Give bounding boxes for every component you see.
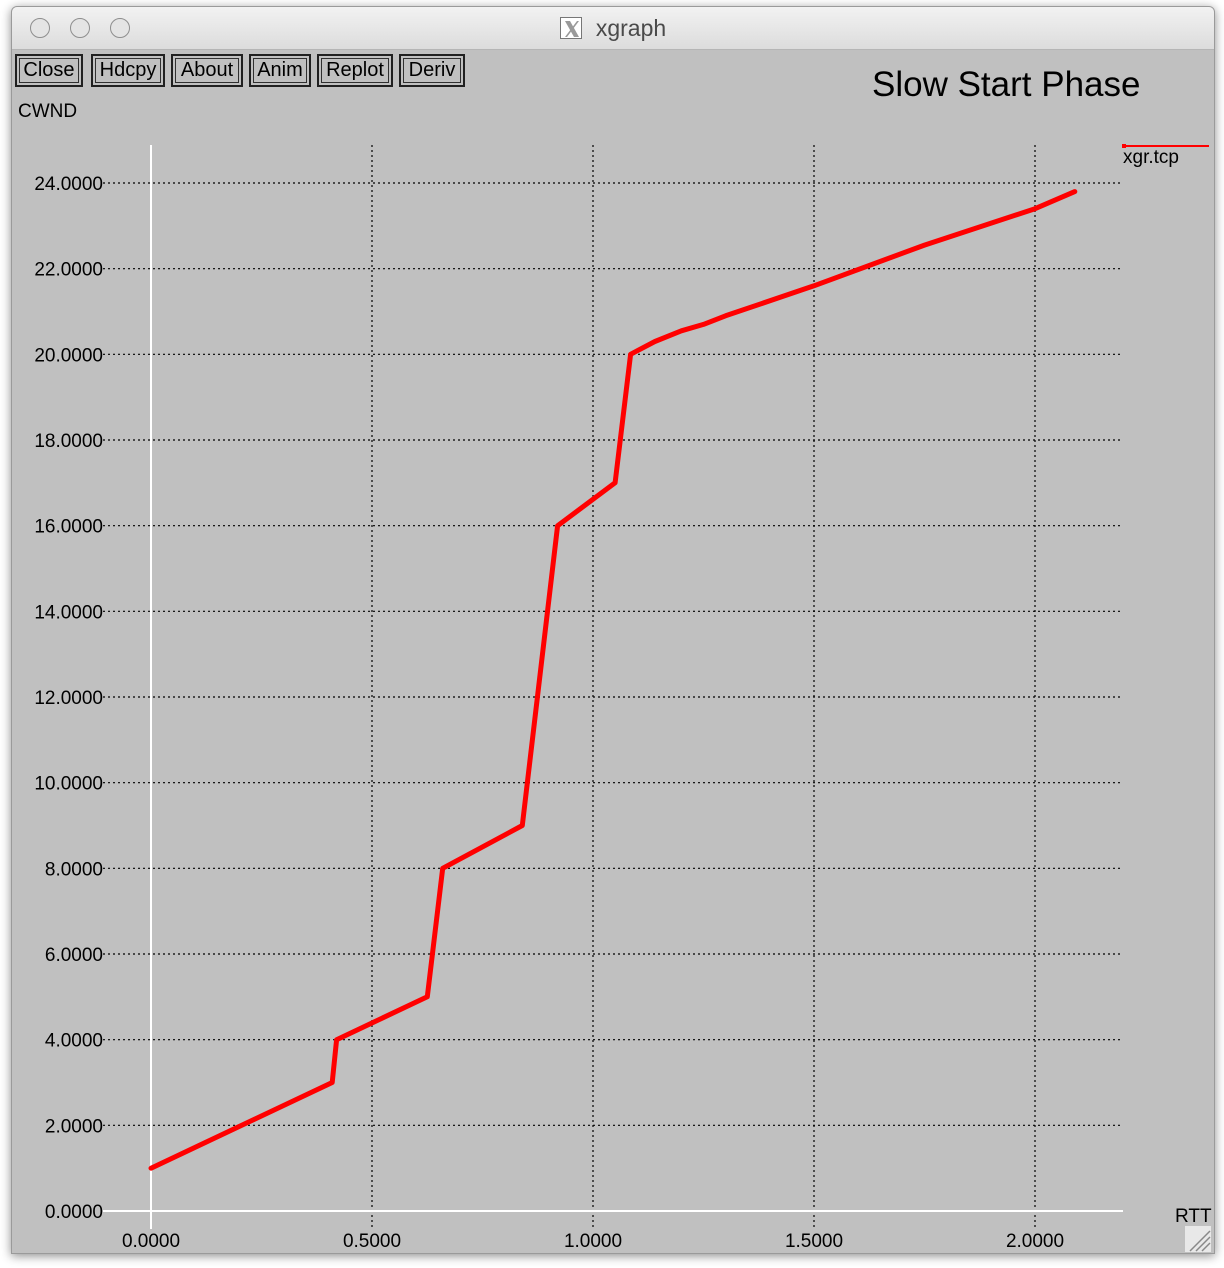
y-tick-label: 22.0000 [34, 260, 103, 281]
xgraph-window: xgraph Close Hdcpy About Anim Replot Der… [11, 6, 1215, 1254]
x-tick-label: 0.5000 [343, 1231, 401, 1252]
x-tick-label: 0.0000 [122, 1231, 180, 1252]
x-tick-label: 1.5000 [785, 1231, 843, 1252]
y-tick-label: 8.0000 [45, 859, 103, 880]
y-axis-label: CWND [18, 101, 78, 122]
hdcpy-button[interactable]: Hdcpy [91, 54, 165, 87]
title-bar: xgraph [12, 7, 1214, 50]
anim-button[interactable]: Anim [249, 54, 311, 87]
zoom-window-icon[interactable] [110, 18, 130, 38]
y-tick-label: 20.0000 [34, 345, 103, 366]
resize-grip-icon[interactable] [1185, 1226, 1211, 1252]
y-tick-label: 24.0000 [34, 174, 103, 195]
plot-area: 0.0000 2.0000 4.0000 6.0000 8.0000 10.0000 12.… [34, 144, 1209, 1252]
chart-title: Slow Start Phase [872, 65, 1141, 104]
y-tick-label: 14.0000 [34, 602, 103, 623]
y-tick-label: 16.0000 [34, 517, 103, 538]
minimize-window-icon[interactable] [70, 18, 90, 38]
x-axis-label: RTT [1175, 1206, 1212, 1227]
x11-logo-icon [559, 17, 582, 39]
window-title: xgraph [595, 14, 667, 41]
legend-label: xgr.tcp [1123, 147, 1179, 168]
close-button[interactable]: Close [15, 54, 83, 87]
x-tick-label: 2.0000 [1006, 1231, 1064, 1252]
legend-marker [1122, 144, 1126, 148]
series-line [148, 189, 1078, 1171]
y-tick-label: 6.0000 [45, 945, 103, 966]
replot-button[interactable]: Replot [317, 54, 393, 87]
y-tick-label: 2.0000 [45, 1116, 103, 1137]
x-tick-label: 1.0000 [564, 1231, 622, 1252]
y-tick-label: 18.0000 [34, 431, 103, 452]
y-tick-label: 0.0000 [45, 1202, 103, 1223]
close-window-icon[interactable] [30, 18, 50, 38]
y-tick-label: 10.0000 [34, 774, 103, 795]
deriv-button[interactable]: Deriv [399, 54, 465, 87]
y-tick-label: 4.0000 [45, 1031, 103, 1052]
about-button[interactable]: About [171, 54, 243, 87]
y-tick-label: 12.0000 [34, 688, 103, 709]
